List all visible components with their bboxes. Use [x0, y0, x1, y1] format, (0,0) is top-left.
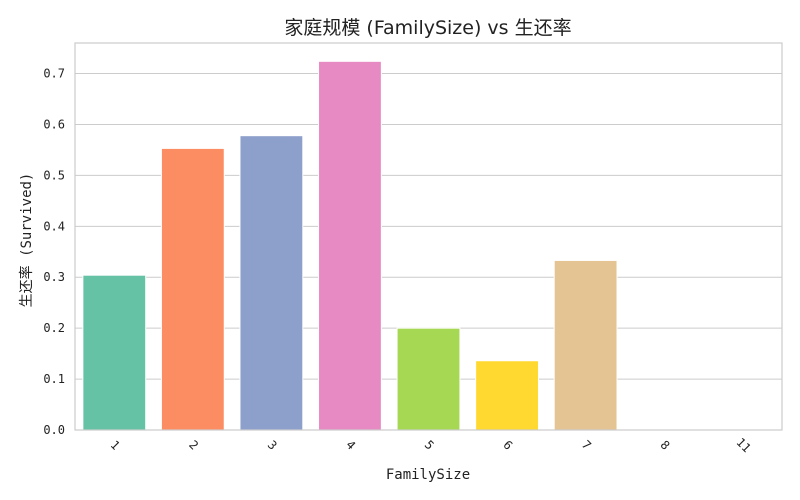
- bar-1: [82, 274, 147, 431]
- bar-6: [475, 360, 539, 431]
- bars: [82, 60, 618, 431]
- y-tick-label: 0.4: [43, 219, 65, 233]
- plot-frame: [74, 42, 783, 431]
- bar-4: [318, 60, 382, 431]
- y-tick-label: 0.5: [43, 168, 65, 182]
- y-tick-label: 0.3: [43, 270, 65, 284]
- bar-2: [160, 147, 225, 431]
- bar-3: [239, 135, 304, 431]
- bar-7: [553, 259, 618, 431]
- y-tick-label: 0.2: [43, 321, 65, 335]
- y-tick-label: 0.0: [43, 423, 65, 437]
- y-tick-labels: 0.0 0.1 0.2 0.3 0.4 0.5 0.6 0.7: [43, 67, 65, 437]
- x-axis-label: FamilySize: [386, 467, 470, 483]
- bar-5: [396, 327, 461, 431]
- y-tick-label: 0.1: [43, 372, 65, 386]
- y-tick-label: 0.7: [43, 67, 65, 81]
- y-tick-label: 0.6: [43, 117, 65, 131]
- y-axis-label: 生还率 (Survived): [18, 173, 35, 308]
- chart-title: 家庭规模 (FamilySize) vs 生还率: [284, 17, 571, 39]
